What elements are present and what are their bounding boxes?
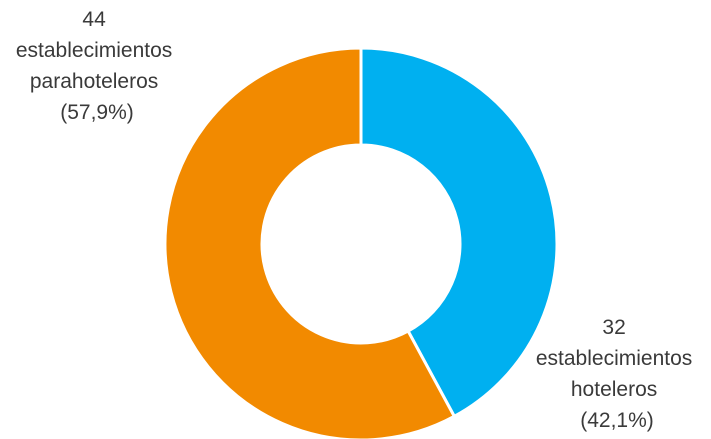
- slice-label-hoteleros: 32 establecimientos hoteleros (42,1%): [536, 316, 698, 432]
- slice-label-hoteleros-line-4: (42,1%): [580, 409, 654, 432]
- slice-label-parahoteleros-line-4: (57,9%): [60, 101, 134, 124]
- svg-text:44 establecimientos: 44 establecimientos parahoteleros (57,9%…: [16, 8, 178, 124]
- slice-label-parahoteleros-line-2: establecimientos: [16, 39, 172, 62]
- slice-parahoteleros: [163, 46, 456, 439]
- slice-hoteleros: [359, 46, 559, 418]
- slice-label-parahoteleros-line-3: parahoteleros: [30, 70, 158, 93]
- slice-label-hoteleros-line-1: 32: [602, 316, 625, 339]
- donut-slices: [163, 46, 559, 439]
- slice-label-parahoteleros-line-1: 44: [82, 8, 106, 31]
- slice-label-hoteleros-line-2: establecimientos: [536, 347, 692, 370]
- slice-label-parahoteleros: 44 establecimientos parahoteleros (57,9%…: [16, 8, 178, 124]
- slice-label-hoteleros-line-3: hoteleros: [571, 378, 657, 401]
- svg-text:32 establecimientos: 32 establecimientos hoteleros (42,1%): [536, 316, 698, 432]
